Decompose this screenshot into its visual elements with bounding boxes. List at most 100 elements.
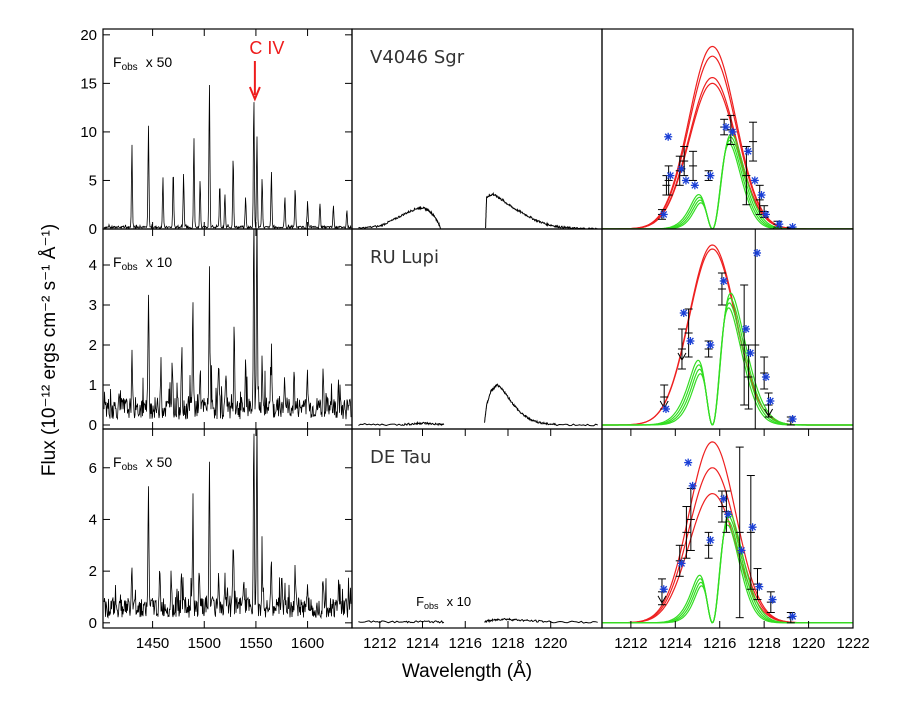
- y-tick-label: 20: [80, 27, 97, 44]
- star-marker: [666, 171, 675, 180]
- lya-profile-segment: [358, 420, 445, 427]
- star-marker: [690, 181, 699, 190]
- x-tick-label: 1220: [792, 635, 825, 652]
- upper-limit-arrow: [677, 352, 687, 362]
- star-marker: [766, 397, 775, 405]
- star-marker: [750, 176, 759, 185]
- intrinsic-model-curve: [602, 248, 853, 426]
- star-marker: [761, 373, 770, 381]
- star-stroke: [789, 612, 797, 620]
- panel-plot-area: [602, 45, 853, 229]
- star-marker: [788, 415, 797, 423]
- star-marker: [788, 612, 797, 621]
- star-name: RU Lupi: [370, 247, 439, 268]
- star-marker: [686, 337, 695, 345]
- x-tick-label: 1222: [836, 635, 869, 652]
- star-marker: [788, 223, 797, 229]
- star-marker: [661, 405, 670, 413]
- star-stroke: [682, 176, 690, 184]
- star-marker: [677, 559, 686, 568]
- upper-limit-arrow: [764, 408, 774, 418]
- star-stroke: [758, 191, 765, 199]
- panel-plot-area: [358, 383, 598, 427]
- x-tick-label: 1218: [747, 635, 780, 652]
- fobs-label: Fobs x 50: [113, 454, 172, 473]
- star-marker: [681, 176, 690, 185]
- x-tick-label: 1500: [188, 635, 221, 652]
- star-marker: [761, 210, 770, 219]
- panel-frame: [102, 28, 353, 230]
- y-tick-label: 0: [89, 417, 97, 434]
- panel-plot-area: [602, 229, 853, 429]
- star-stroke: [720, 277, 728, 285]
- x-tick-label: 1216: [703, 635, 736, 652]
- star-stroke: [684, 459, 692, 467]
- panel-r0c2: [601, 28, 854, 230]
- star-marker: [679, 309, 688, 317]
- lya-profile-segment: [484, 383, 598, 427]
- star-stroke: [706, 536, 714, 544]
- star-marker: [746, 349, 755, 357]
- panel-r2c1: 1212 1214 1216 1218 1220 Fobs x 10 DE Tau: [351, 428, 603, 652]
- panel-plot-area: [103, 429, 352, 620]
- panel-plot-area: [358, 191, 598, 229]
- observed-model-curve: [602, 512, 853, 624]
- fobs-label: Fobs x 50: [113, 54, 172, 73]
- star-stroke: [762, 373, 770, 381]
- y-tick-label: 3: [89, 297, 97, 314]
- star-stroke: [746, 349, 754, 357]
- star-stroke: [742, 325, 750, 333]
- panel-r2c2: 1212 1214 1216 1218 1220 1222: [601, 428, 870, 652]
- y-axis-label: Flux (10⁻¹² ergs cm⁻² s⁻¹ Å⁻¹): [39, 224, 60, 476]
- panel-r1c2: [601, 228, 854, 430]
- civ-arrow-head: [248, 86, 261, 102]
- panel-r0c0: C IV 0 5 10 15 20 Fobs x 50: [80, 27, 353, 238]
- intrinsic-model-curve: [602, 45, 853, 229]
- lya-profile-segment: [358, 205, 442, 229]
- star-marker: [659, 585, 668, 594]
- observed-model-curve: [602, 292, 853, 426]
- star-stroke: [678, 559, 685, 567]
- observed-model-curve: [602, 520, 853, 624]
- star-stroke: [660, 585, 668, 593]
- lya-profile-segment: [484, 617, 598, 624]
- star-stroke: [789, 415, 797, 423]
- spectrum-line: [103, 229, 352, 421]
- star-stroke: [724, 510, 732, 518]
- intrinsic-model-curve: [602, 77, 853, 229]
- upper-limit-arrow: [657, 595, 667, 604]
- y-tick-label: 2: [89, 337, 97, 354]
- star-stroke: [722, 123, 730, 131]
- panel-frame: [601, 428, 854, 629]
- y-tick-label: 4: [89, 511, 97, 528]
- y-tick-label: 0: [89, 221, 97, 238]
- star-stroke: [678, 165, 685, 173]
- star-stroke: [720, 495, 728, 503]
- x-tick-label: 1218: [491, 635, 524, 652]
- star-stroke: [706, 172, 714, 180]
- star-name: V4046 Sgr: [370, 47, 465, 68]
- observed-model-curve: [602, 133, 853, 229]
- civ-label: C IV: [249, 38, 284, 58]
- star-stroke: [789, 223, 797, 229]
- star-stroke: [689, 482, 697, 490]
- star-marker: [748, 523, 757, 532]
- star-stroke: [753, 249, 761, 257]
- x-tick-label: 1214: [406, 635, 439, 652]
- panel-r1c0: 0 1 2 3 4 Fobs x 10: [89, 228, 353, 434]
- x-tick-label: 1450: [136, 635, 169, 652]
- observed-model-curve: [602, 302, 853, 426]
- panel-plot-area: [103, 229, 352, 421]
- y-tick-label: 5: [89, 172, 97, 189]
- observed-model-curve: [602, 524, 853, 624]
- star-marker: [755, 582, 764, 591]
- star-marker: [664, 132, 673, 141]
- star-marker: [721, 123, 730, 132]
- star-stroke: [769, 596, 777, 604]
- panel-frame: [601, 228, 854, 430]
- star-marker: [728, 127, 737, 136]
- star-stroke: [729, 128, 737, 136]
- intrinsic-model-curve: [602, 244, 853, 426]
- lya-profile-segment: [358, 620, 445, 624]
